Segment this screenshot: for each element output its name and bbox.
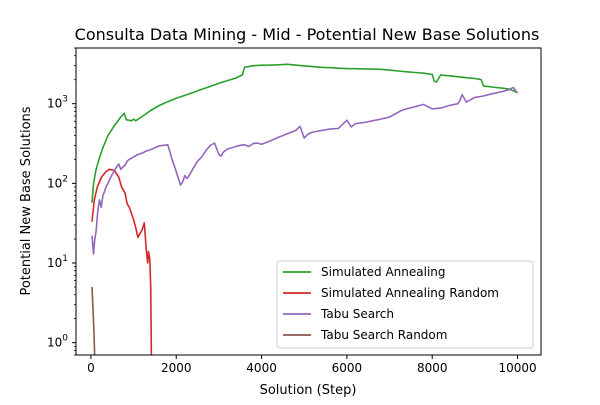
series-line-simulated-annealing-random [91,168,153,355]
series-layer [91,63,519,355]
x-tick-label: 6000 [332,361,363,375]
chart-title: Consulta Data Mining - Mid - Potential N… [75,25,540,44]
legend-label-simulated-annealing-random: Simulated Annealing Random [321,286,499,300]
y-tick-base: 10 [47,336,62,350]
series-line-simulated-annealing [91,63,518,203]
x-axis: 0 2000 4000 6000 8000 10000 [87,355,537,375]
y-axis-label: Potential New Base Solutions [19,106,34,295]
x-tick-label: 8000 [417,361,448,375]
x-tick-label: 4000 [246,361,277,375]
y-tick-label: 101 [47,254,68,270]
y-tick-label: 102 [47,174,68,190]
y-tick-label: 100 [47,334,68,350]
y-tick-base: 10 [47,176,62,190]
x-tick-label: 10000 [498,361,536,375]
y-tick-exponent: 2 [62,174,68,184]
y-tick-base: 10 [47,97,62,111]
legend-label-simulated-annealing: Simulated Annealing [321,265,446,279]
legend: Simulated Annealing Simulated Annealing R… [276,260,534,349]
x-axis-label: Solution (Step) [260,383,357,398]
plot-area [75,47,542,356]
legend-box [276,260,534,349]
series-line-tabu-search-random [91,286,96,355]
y-tick-exponent: 3 [62,95,68,105]
y-tick-label: 103 [47,95,68,111]
legend-label-tabu-search-random: Tabu Search Random [320,328,447,342]
legend-label-tabu-search: Tabu Search [320,307,394,321]
series-line-tabu-search [91,86,519,255]
y-tick-exponent: 1 [62,254,68,264]
y-tick-base: 10 [47,256,62,270]
x-tick-label: 2000 [161,361,192,375]
x-tick-label: 0 [87,361,95,375]
plot-frame [75,47,542,356]
y-tick-exponent: 0 [62,334,68,344]
